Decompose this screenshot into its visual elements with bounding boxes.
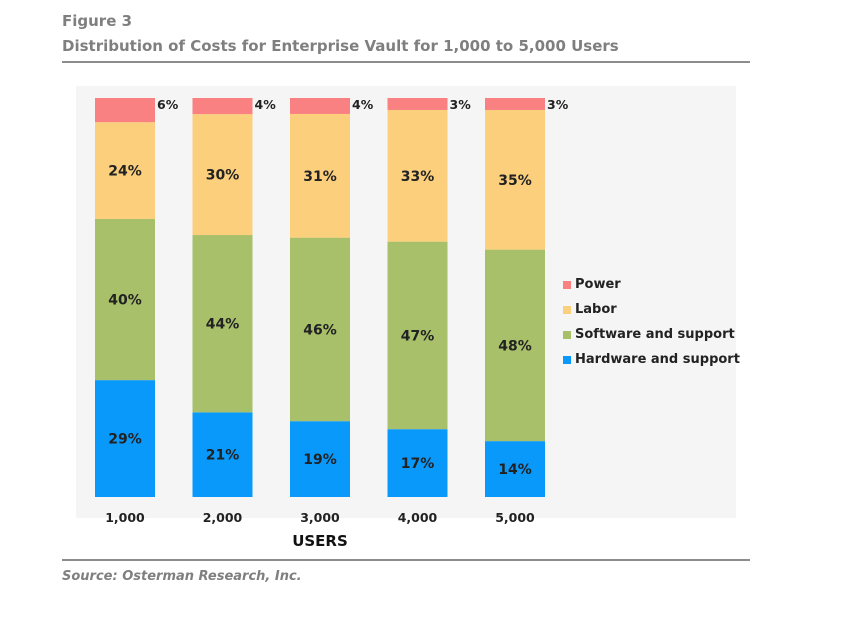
legend-item-software: Software and support — [563, 322, 740, 347]
data-label-labor-4: 33% — [401, 169, 435, 185]
legend-label-power: Power — [575, 277, 621, 292]
data-label-hardware-and-support-1: 29% — [108, 432, 142, 448]
data-label-power-2: 4% — [255, 97, 277, 112]
legend-label-labor: Labor — [575, 302, 617, 317]
bar-hardware-and-support-4 — [387, 429, 448, 497]
x-axis-title: USERS — [292, 532, 348, 550]
bar-hardware-and-support-5 — [485, 441, 545, 497]
bar-software-and-support-2 — [192, 235, 253, 413]
chart-title: Distribution of Costs for Enterprise Vau… — [62, 37, 619, 55]
legend-swatch-labor — [563, 305, 571, 314]
bar-labor-5 — [485, 109, 545, 250]
bar-labor-2 — [192, 114, 253, 236]
bar-power-4 — [387, 98, 448, 110]
legend-swatch-software — [563, 330, 571, 339]
x-tick-label-2: 2,000 — [203, 510, 243, 525]
data-label-software-and-support-3: 46% — [303, 322, 337, 338]
legend-swatch-hardware — [563, 355, 571, 364]
bar-hardware-and-support-1 — [95, 380, 155, 497]
bar-hardware-and-support-2 — [192, 412, 253, 497]
data-label-software-and-support-4: 47% — [401, 328, 435, 344]
x-tick-label-4: 4,000 — [398, 510, 438, 525]
bar-software-and-support-5 — [485, 249, 545, 442]
legend-swatch-power — [563, 280, 571, 289]
bar-power-1 — [95, 98, 155, 123]
bar-labor-4 — [387, 109, 448, 242]
bar-power-2 — [192, 98, 253, 115]
top-rule — [62, 61, 750, 63]
data-label-power-3: 4% — [352, 97, 374, 112]
data-label-hardware-and-support-2: 21% — [206, 448, 240, 464]
bar-software-and-support-4 — [387, 241, 448, 430]
data-label-labor-5: 35% — [498, 173, 532, 189]
data-label-software-and-support-1: 40% — [108, 293, 142, 309]
bar-software-and-support-1 — [95, 218, 155, 381]
bar-power-3 — [290, 98, 350, 114]
data-label-hardware-and-support-5: 14% — [498, 462, 532, 478]
bar-labor-3 — [290, 113, 350, 238]
x-tick-label-5: 5,000 — [495, 510, 535, 525]
data-label-labor-1: 24% — [108, 164, 142, 180]
legend-label-software: Software and support — [575, 327, 735, 342]
data-label-software-and-support-2: 44% — [206, 317, 240, 333]
figure-label: Figure 3 — [62, 12, 133, 30]
bar-power-5 — [485, 98, 545, 110]
data-label-hardware-and-support-4: 17% — [401, 456, 435, 472]
data-label-software-and-support-5: 48% — [498, 338, 532, 354]
legend-item-hardware: Hardware and support — [563, 347, 740, 372]
data-label-labor-2: 30% — [206, 168, 240, 184]
x-tick-label-1: 1,000 — [105, 510, 145, 525]
data-label-power-1: 6% — [157, 97, 179, 112]
bar-hardware-and-support-3 — [290, 421, 350, 497]
legend-item-labor: Labor — [563, 297, 740, 322]
x-tick-label-3: 3,000 — [300, 510, 340, 525]
data-label-power-4: 3% — [450, 97, 472, 112]
bottom-rule — [62, 559, 750, 561]
legend-label-hardware: Hardware and support — [575, 352, 740, 367]
data-label-hardware-and-support-3: 19% — [303, 452, 337, 468]
bar-labor-1 — [95, 122, 155, 219]
data-label-power-5: 3% — [547, 97, 569, 112]
data-label-labor-3: 31% — [303, 169, 337, 185]
source-note: Source: Osterman Research, Inc. — [62, 569, 302, 584]
bar-software-and-support-3 — [290, 237, 350, 422]
legend: Power Labor Software and support Hardwar… — [563, 272, 740, 372]
legend-item-power: Power — [563, 272, 740, 297]
